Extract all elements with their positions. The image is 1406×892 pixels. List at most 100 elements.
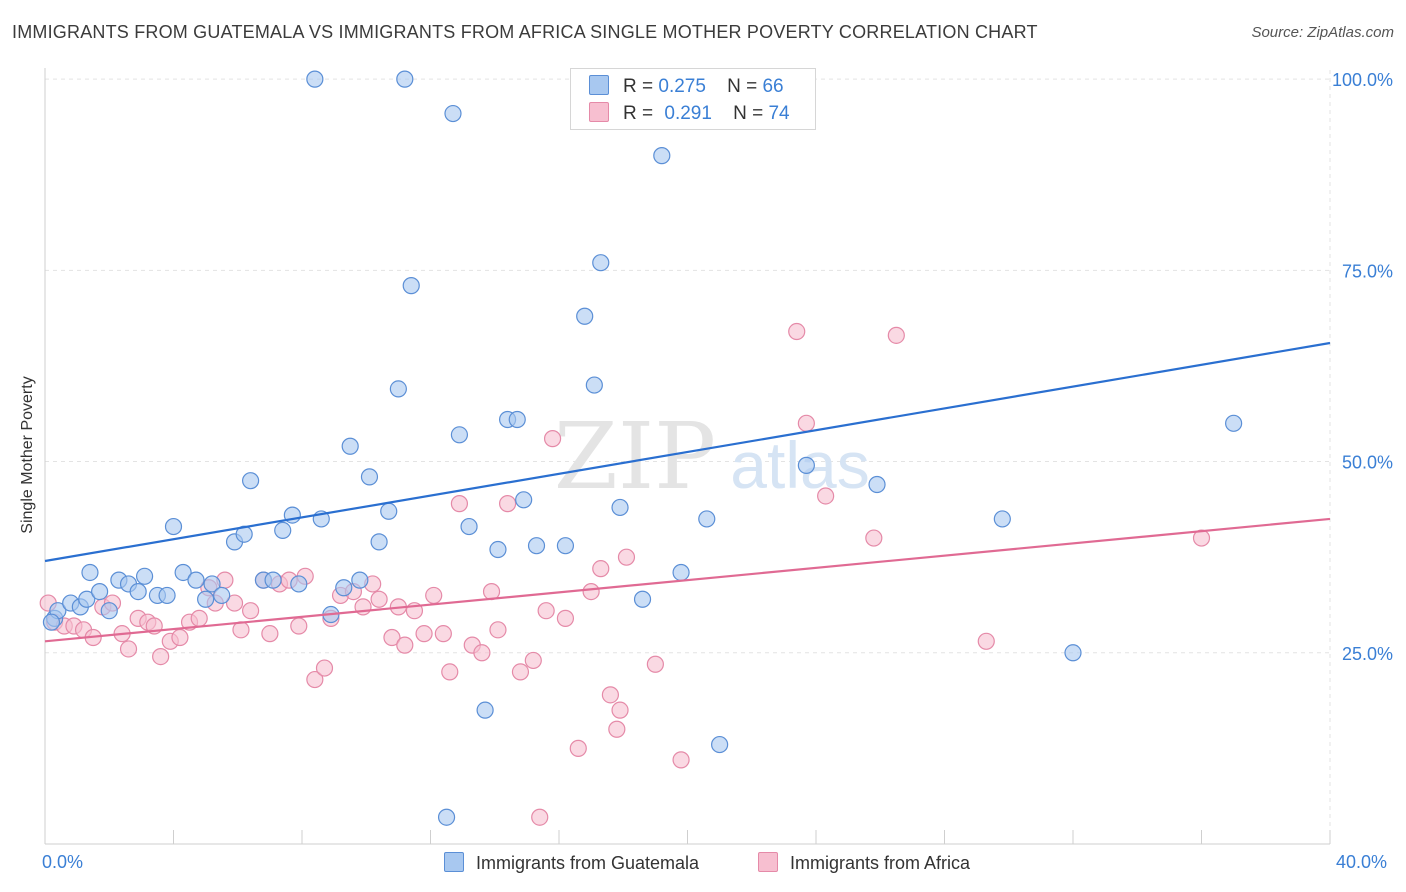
guatemala-point xyxy=(380,502,398,520)
africa-point xyxy=(569,739,587,757)
guatemala-point xyxy=(1064,644,1082,662)
guatemala-point xyxy=(633,590,652,608)
guatemala-point xyxy=(402,277,420,295)
guatemala-point xyxy=(290,575,308,593)
africa-point xyxy=(152,648,170,666)
africa-point xyxy=(370,590,388,608)
africa-point xyxy=(524,651,542,670)
legend-row-guatemala: R = 0.275 N = 66 xyxy=(589,75,784,99)
guatemala-point xyxy=(476,701,494,719)
africa-point xyxy=(887,326,905,344)
y-tick-label: 25.0% xyxy=(1342,644,1393,664)
africa-point xyxy=(473,644,491,662)
africa-point xyxy=(441,663,459,681)
guatemala-point xyxy=(672,563,690,582)
guatemala-point xyxy=(335,579,353,597)
africa-point xyxy=(242,602,260,620)
watermark-zip: ZIP xyxy=(554,403,716,510)
guatemala-point xyxy=(576,307,594,325)
guatemala-point xyxy=(351,571,369,589)
axes xyxy=(44,68,1331,845)
guatemala-point xyxy=(611,498,629,517)
africa-point xyxy=(537,602,555,620)
legend-r-value: 0.291 xyxy=(664,103,712,124)
guatemala-point xyxy=(164,517,183,536)
guatemala-point xyxy=(213,586,231,605)
guatemala-point xyxy=(264,571,282,589)
africa-point xyxy=(425,586,443,605)
chart-title: IMMIGRANTS FROM GUATEMALA VS IMMIGRANTS … xyxy=(12,22,1038,42)
legend-n-value: 66 xyxy=(762,76,784,97)
africa-point xyxy=(1192,529,1211,547)
guatemala-point xyxy=(396,70,414,88)
guatemala-point xyxy=(91,582,109,601)
bottom-legend-swatch-guatemala xyxy=(444,852,464,872)
guatemala-point xyxy=(78,590,96,608)
africa-point xyxy=(306,670,324,689)
legend-r-label: R = xyxy=(623,76,654,97)
africa-point xyxy=(499,495,517,513)
africa-point xyxy=(556,609,575,627)
guatemala-point xyxy=(187,571,205,589)
y-tick-labels: 25.0% 50.0% 75.0% 100.0% xyxy=(1332,70,1393,664)
guatemala-point xyxy=(203,575,221,593)
africa-point xyxy=(646,655,664,673)
guatemala-point xyxy=(444,104,462,123)
guatemala-point xyxy=(174,563,192,582)
trend-lines xyxy=(44,341,1331,643)
guatemala-point xyxy=(653,147,671,165)
y-tick-label: 50.0% xyxy=(1342,453,1393,473)
guatemala-point xyxy=(360,468,379,486)
guatemala-point xyxy=(274,521,292,540)
africa-point xyxy=(601,686,620,704)
y-tick-label: 100.0% xyxy=(1332,70,1393,90)
africa-point xyxy=(415,625,433,643)
guatemala-point xyxy=(592,254,610,272)
guatemala-point xyxy=(437,808,456,826)
africa-point xyxy=(617,548,636,566)
series-africa-points xyxy=(39,322,1211,826)
africa-point xyxy=(396,636,414,654)
guatemala-point xyxy=(489,540,507,559)
x-tick-label-max: 40.0% xyxy=(1336,852,1388,872)
guatemala-point xyxy=(370,533,388,551)
guatemala-point xyxy=(135,567,154,585)
africa-point xyxy=(261,625,279,643)
africa-point xyxy=(531,808,549,826)
bottom-legend-guatemala: Immigrants from Guatemala xyxy=(444,852,699,874)
guatemala-point xyxy=(868,475,886,494)
africa-point xyxy=(797,414,815,432)
africa-point xyxy=(608,720,626,738)
guatemala-point xyxy=(158,586,176,605)
africa-point xyxy=(611,701,629,719)
y-tick-label: 75.0% xyxy=(1342,261,1393,281)
guatemala-point xyxy=(711,735,729,754)
legend-swatch-guatemala xyxy=(589,75,609,95)
guatemala-point xyxy=(389,380,407,398)
guatemala-point xyxy=(797,456,815,474)
guatemala-point xyxy=(515,491,533,509)
bottom-legend-label-africa: Immigrants from Africa xyxy=(790,853,971,873)
x-tick-label-min: 0.0% xyxy=(42,852,84,872)
africa-point xyxy=(290,617,308,635)
legend-box: R = 0.275 N = 66 R = 0.291 N = 74 xyxy=(570,68,816,130)
legend-r-value: 0.275 xyxy=(658,76,706,97)
africa-point xyxy=(489,621,507,639)
guatemala-point xyxy=(450,426,469,444)
africa-point xyxy=(865,529,883,547)
guatemala-point xyxy=(42,613,61,631)
guatemala-point xyxy=(508,410,526,429)
guatemala-point xyxy=(698,510,716,528)
guatemala-point xyxy=(306,70,324,88)
guatemala-point xyxy=(527,537,546,555)
guatemala-point xyxy=(1225,414,1243,432)
guatemala-point xyxy=(460,517,478,536)
africa-point xyxy=(119,640,138,658)
guatemala-point xyxy=(100,602,118,620)
legend-n-value: 74 xyxy=(768,103,790,124)
guatemala-point xyxy=(129,582,147,601)
guatemala-point xyxy=(197,590,215,608)
guatemala-point xyxy=(556,537,575,555)
africa-point xyxy=(511,663,530,681)
